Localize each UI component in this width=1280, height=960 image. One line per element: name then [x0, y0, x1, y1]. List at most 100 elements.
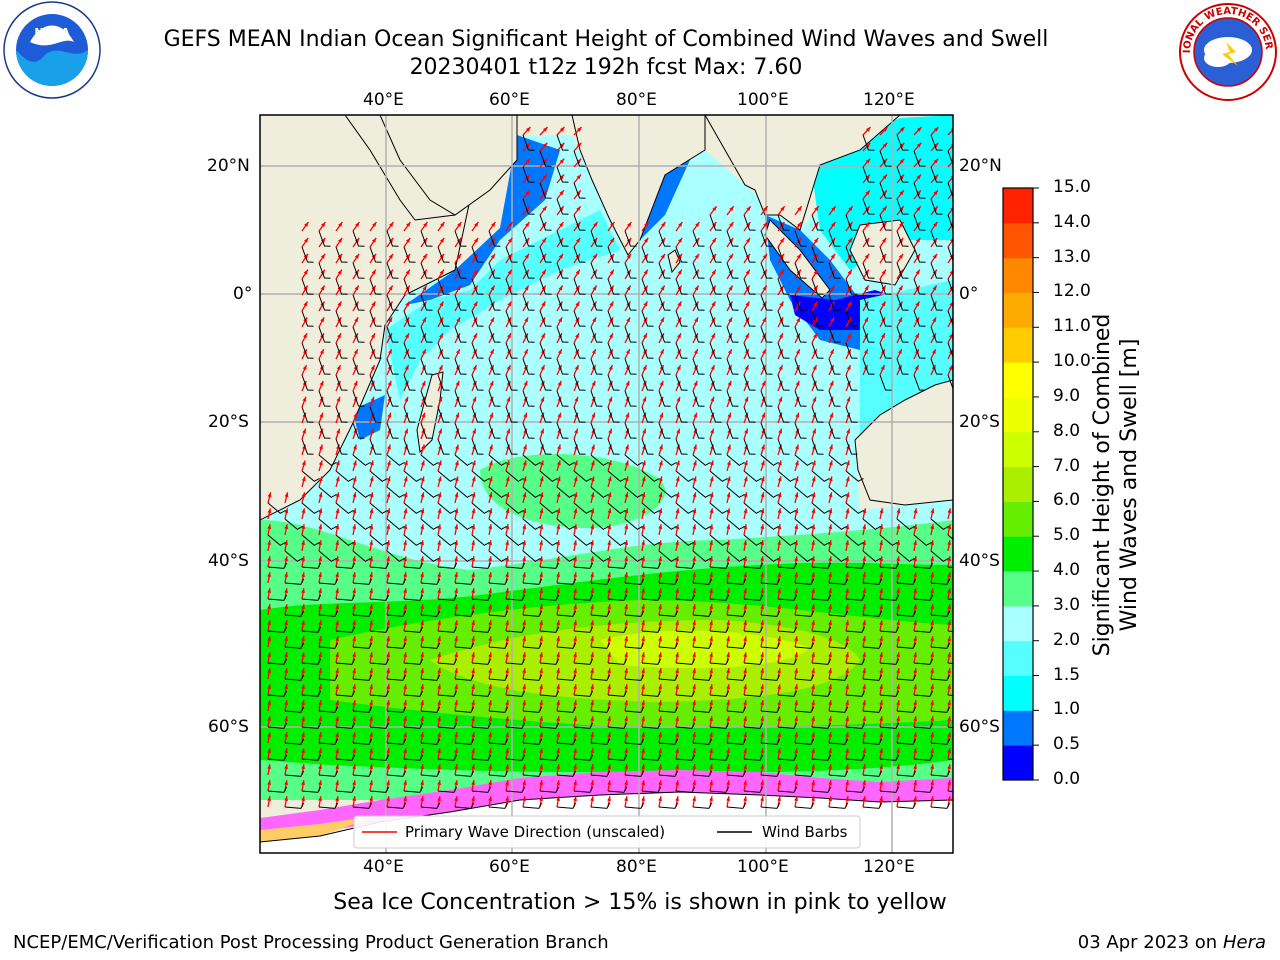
wave-arrow-head [284, 636, 288, 641]
wind-barb [471, 502, 490, 514]
wave-arrow-head [726, 604, 730, 609]
wave-arrow-head [899, 158, 905, 164]
wind-barb [403, 722, 424, 729]
wave-arrow-head [335, 508, 340, 514]
wave-arrow-head [896, 556, 900, 561]
wave-direction-arrow [947, 128, 953, 136]
wave-arrow-head [421, 380, 426, 386]
wave-arrow-head [559, 222, 564, 227]
wave-arrow-head [574, 365, 579, 370]
colorbar-cell [1003, 362, 1033, 398]
wave-arrow-head [525, 206, 530, 211]
wind-barb [879, 658, 900, 665]
wind-barb [505, 310, 518, 327]
wind-barb [590, 674, 611, 681]
wind-barb [318, 706, 339, 713]
wind-barb [471, 470, 490, 482]
wave-arrow-head [576, 206, 581, 211]
wave-arrow-head [879, 716, 883, 721]
wave-arrow-head [369, 796, 373, 801]
wave-arrow-head [828, 700, 832, 705]
wave-arrow-head [658, 748, 662, 753]
wave-arrow-head [318, 668, 322, 673]
wave-arrow-head [830, 253, 835, 259]
wave-arrow-head [336, 428, 340, 434]
wave-arrow-head [728, 349, 732, 354]
wave-arrow-head [660, 317, 665, 323]
wave-arrow-head [437, 732, 441, 737]
wind-barb [726, 802, 747, 809]
chart-title: GEFS MEAN Indian Ocean Significant Heigh… [163, 27, 1049, 52]
wave-arrow-head [437, 796, 441, 801]
wind-barb [335, 754, 356, 761]
wind-barb [488, 454, 507, 466]
wave-arrow-head [947, 540, 951, 545]
wave-arrow-head [728, 285, 733, 291]
wave-arrow-head [692, 780, 696, 785]
wave-arrow-head [712, 206, 717, 211]
wind-barb [437, 534, 456, 546]
nws-logo: NATIONAL WEATHER SERVICE [1178, 2, 1277, 101]
wave-arrow-head [318, 796, 322, 801]
wave-arrow-head [437, 572, 441, 577]
wave-arrow-head [828, 556, 832, 561]
wind-barb [743, 562, 764, 569]
southeast-asia [704, 115, 901, 231]
wave-arrow-head [421, 444, 425, 450]
wind-barb [930, 134, 943, 151]
wave-arrow-head [777, 684, 781, 689]
wave-arrow-head [488, 700, 492, 705]
wave-arrow-head [540, 428, 544, 434]
wind-barb [879, 562, 900, 569]
wind-barb [590, 390, 603, 407]
wave-arrow-head [522, 572, 526, 577]
wind-barb [675, 278, 688, 295]
wind-barb [590, 486, 609, 498]
wave-arrow-head [692, 524, 697, 530]
wave-arrow-head [811, 572, 815, 577]
wind-barb [658, 578, 679, 585]
wind-barb [896, 294, 909, 311]
wind-barb [760, 390, 773, 407]
wind-barb [692, 486, 711, 498]
wind-barb [675, 690, 696, 697]
wave-arrow-head [794, 668, 798, 673]
wave-arrow-head [542, 174, 547, 180]
wave-arrow-head [896, 636, 900, 641]
wind-barb [709, 278, 722, 295]
wave-arrow-head [506, 365, 511, 370]
wave-arrow-head [575, 333, 579, 339]
wave-arrow-head [318, 748, 322, 753]
wave-arrow-head [590, 716, 594, 721]
wave-arrow-head [607, 764, 611, 769]
wave-arrow-head [845, 668, 849, 673]
wave-arrow-head [370, 365, 375, 370]
wind-barb [522, 390, 535, 407]
wave-arrow-head [882, 206, 887, 211]
wave-arrow-head [539, 748, 543, 753]
wind-barb [930, 674, 951, 681]
wave-arrow-head [454, 588, 458, 593]
wave-arrow-head [318, 700, 322, 705]
wave-arrow-head [321, 237, 326, 243]
wave-arrow-head [947, 780, 951, 785]
wave-arrow-head [811, 764, 815, 769]
wind-barb [522, 578, 543, 585]
wave-arrow-head [541, 333, 545, 339]
wind-barb [743, 658, 764, 665]
wind-barb [743, 214, 756, 231]
wave-arrow-head [847, 269, 852, 275]
wave-arrow-head [556, 716, 560, 721]
noaa-logo: NOAA [3, 1, 101, 99]
wave-arrow-head [335, 780, 339, 785]
wave-arrow-head [913, 780, 917, 785]
wind-barb [318, 642, 339, 649]
wave-arrow-head [828, 460, 833, 466]
wave-arrow-head [454, 748, 458, 753]
wave-arrow-head [862, 668, 866, 673]
wave-arrow-head [692, 508, 697, 514]
wind-barb [403, 534, 422, 546]
wave-arrow-head [743, 540, 747, 545]
wave-arrow-head [862, 636, 866, 641]
wind-barb [811, 278, 824, 295]
